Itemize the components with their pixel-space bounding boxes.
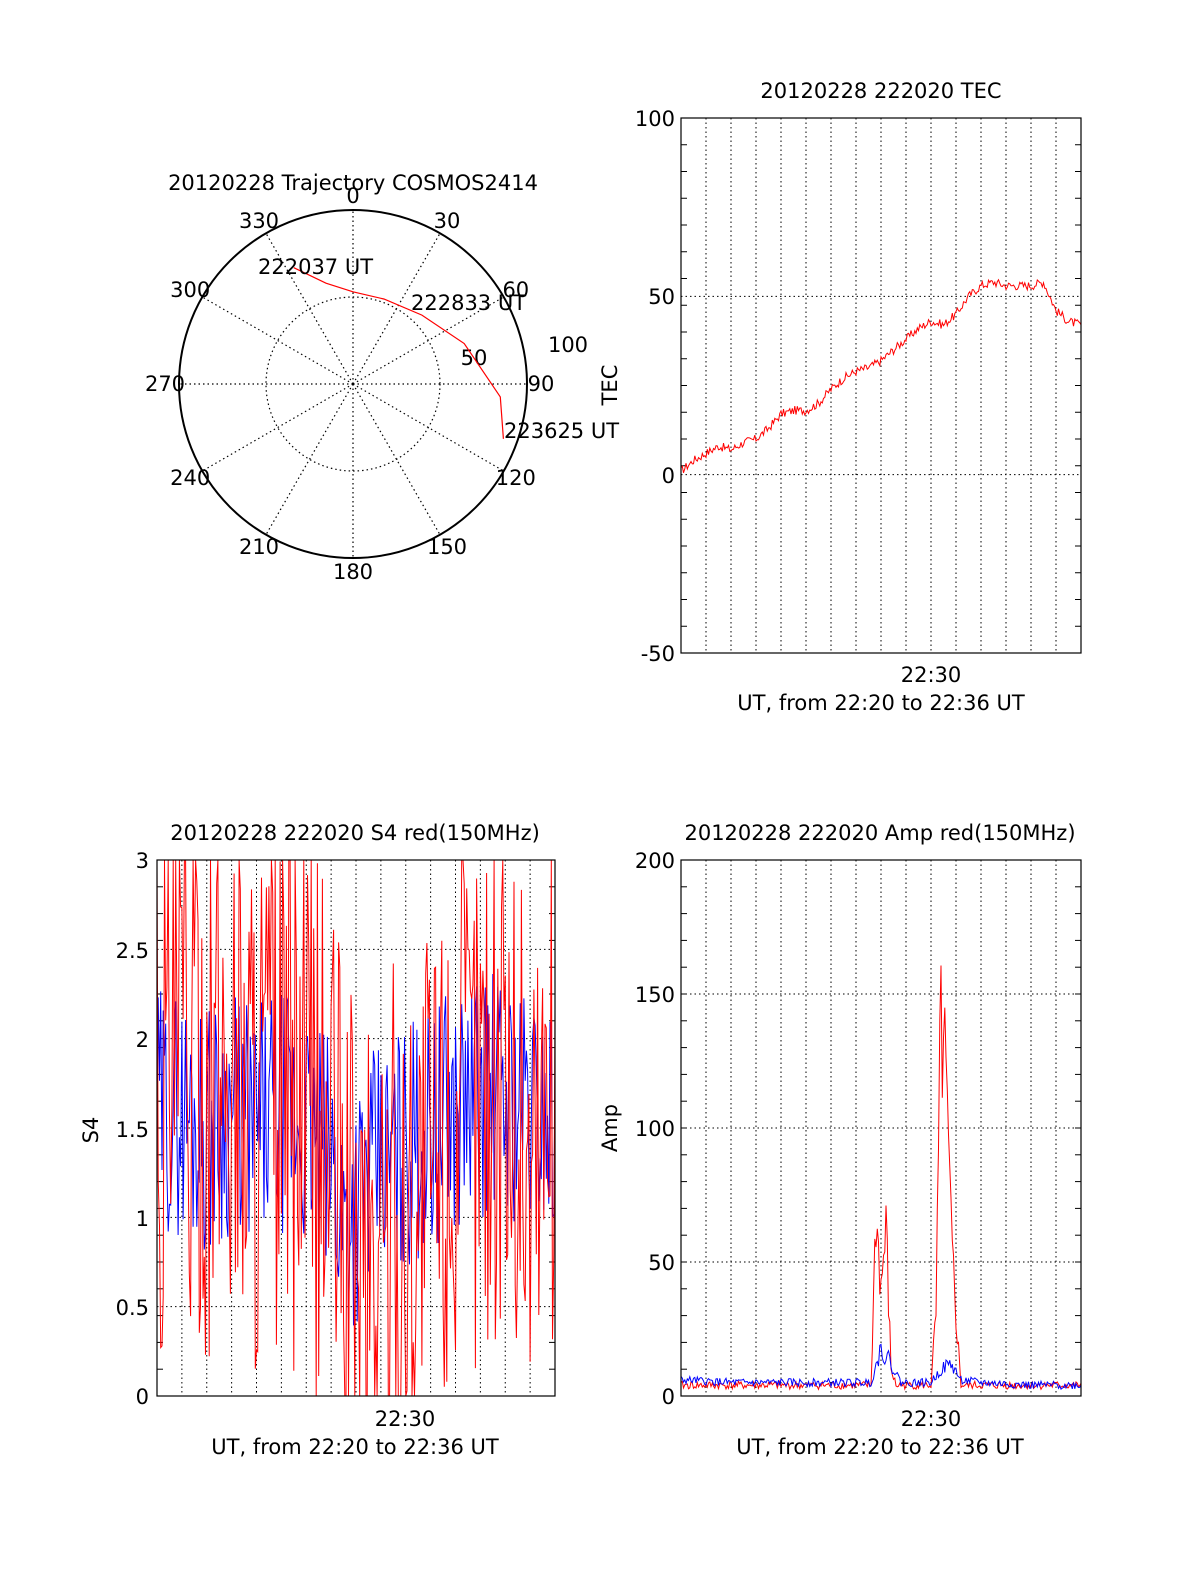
s4-xlabel: UT, from 22:20 to 22:36 UT xyxy=(211,1435,499,1459)
polar-spoke-150 xyxy=(352,383,441,535)
polar-azimuth-label-180: 180 xyxy=(333,560,373,584)
amp-ytick-100: 100 xyxy=(635,1117,675,1141)
tec-ytick-100: 100 xyxy=(635,107,675,131)
tec-panel: 20120228 222020 TEC 100 50 0 -50 TEC 22:… xyxy=(598,79,1082,715)
s4-ytick-1: 1 xyxy=(136,1207,149,1231)
polar-azimuth-label-330: 330 xyxy=(239,209,279,233)
polar-azimuth-label-300: 300 xyxy=(170,278,210,302)
amp-ytick-200: 200 xyxy=(635,849,675,873)
amp-plot-frame xyxy=(680,859,1082,1397)
s4-ytick-2: 2 xyxy=(136,1028,149,1052)
polar-spoke-210 xyxy=(265,383,354,535)
amp-title: 20120228 222020 Amp red(150MHz) xyxy=(684,821,1075,845)
polar-spoke-30 xyxy=(352,233,441,385)
tec-xlabel: UT, from 22:20 to 22:36 UT xyxy=(737,691,1025,715)
amp-panel: 20120228 222020 Amp red(150MHz) 200 150 … xyxy=(598,821,1082,1459)
series-line-red xyxy=(680,965,1082,1391)
polar-spoke-60 xyxy=(352,296,504,385)
tec-title: 20120228 222020 TEC xyxy=(760,79,1001,103)
polar-azimuth-label-0: 0 xyxy=(346,184,359,208)
trajectory-title: 20120228 Trajectory COSMOS2414 xyxy=(168,171,538,195)
s4-panel: 20120228 222020 S4 red(150MHz) 3 2.5 2 1… xyxy=(79,821,556,1459)
polar-azimuth-labels: 0 30 60 90 120 150 180 210 240 270 300 330 xyxy=(145,184,554,584)
track-label-start: 222037 UT xyxy=(258,255,373,279)
amp-gridlines xyxy=(681,859,1081,1397)
polar-spoke-300 xyxy=(202,296,354,385)
polar-azimuth-label-270: 270 xyxy=(145,372,185,396)
amp-ytick-0: 0 xyxy=(662,1385,675,1409)
series-line-red xyxy=(680,278,1082,473)
amp-ytick-50: 50 xyxy=(648,1251,675,1275)
series-line-red xyxy=(156,859,556,1397)
s4-ytick-3: 3 xyxy=(136,849,149,873)
tec-ytick-0: 0 xyxy=(662,464,675,488)
track-label-mid: 222833 UT xyxy=(411,291,526,315)
s4-xtick: 22:30 xyxy=(375,1407,436,1431)
s4-title: 20120228 222020 S4 red(150MHz) xyxy=(170,821,540,845)
s4-plot-frame xyxy=(156,859,556,1397)
tec-gridlines xyxy=(681,117,1081,654)
polar-azimuth-label-60: 60 xyxy=(502,278,529,302)
s4-ytick-0: 0 xyxy=(136,1385,149,1409)
tec-plot-frame xyxy=(680,117,1082,654)
s4-ylabel: S4 xyxy=(79,1117,103,1144)
polar-ring-label-100: 100 xyxy=(548,333,588,357)
amp-xlabel: UT, from 22:20 to 22:36 UT xyxy=(736,1435,1024,1459)
polar-azimuth-label-30: 30 xyxy=(434,209,461,233)
amp-ytick-150: 150 xyxy=(635,983,675,1007)
amp-xtick: 22:30 xyxy=(901,1407,962,1431)
polar-outer-circle xyxy=(178,209,528,559)
trajectory-panel: 20120228 Trajectory COSMOS2414 0 30 60 90 12… xyxy=(145,171,619,584)
s4-ytick-2.5: 2.5 xyxy=(116,939,149,963)
polar-spoke-240 xyxy=(202,383,354,472)
amp-series xyxy=(680,965,1082,1391)
polar-spoke-330 xyxy=(265,233,354,385)
s4-series xyxy=(156,859,556,1397)
polar-azimuth-label-150: 150 xyxy=(427,535,467,559)
tec-series xyxy=(680,278,1082,473)
s4-ytick-1.5: 1.5 xyxy=(116,1118,149,1142)
polar-azimuth-label-240: 240 xyxy=(170,466,210,490)
tec-xtick: 22:30 xyxy=(901,663,962,687)
polar-azimuth-label-120: 120 xyxy=(496,466,536,490)
track-label-end: 223625 UT xyxy=(504,419,619,443)
polar-spoke-120 xyxy=(352,383,504,472)
polar-azimuth-label-90: 90 xyxy=(528,372,555,396)
polar-grid xyxy=(178,209,528,559)
tec-ytick-minus50: -50 xyxy=(641,642,675,666)
polar-azimuth-label-210: 210 xyxy=(239,535,279,559)
amp-ylabel: Amp xyxy=(598,1104,622,1152)
trajectory-track xyxy=(293,267,504,439)
s4-ytick-0.5: 0.5 xyxy=(116,1296,149,1320)
tec-ytick-50: 50 xyxy=(648,285,675,309)
series-line-blue xyxy=(680,1343,1082,1391)
tec-ylabel: TEC xyxy=(598,365,622,407)
